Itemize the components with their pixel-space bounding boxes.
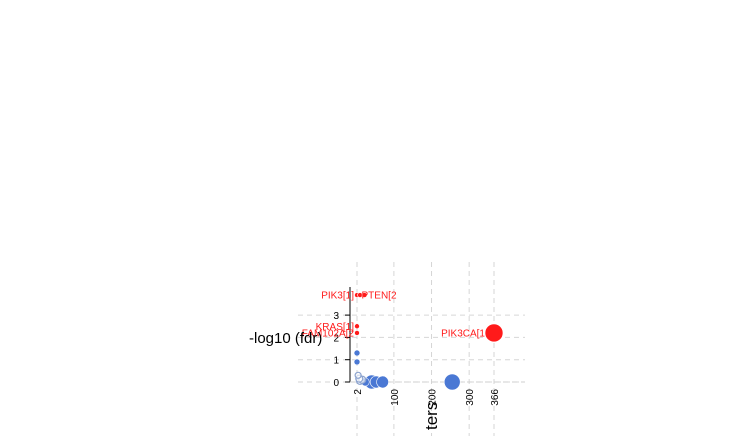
y-tick-label: 0 bbox=[333, 378, 339, 389]
x-axis-label: ters bbox=[422, 402, 441, 430]
y-axis-label: -log10 (fdr) bbox=[249, 330, 322, 347]
x-tick-label: 366 bbox=[490, 389, 501, 406]
x-tick-label: 100 bbox=[390, 389, 401, 406]
data-point bbox=[361, 292, 368, 298]
data-points bbox=[353, 292, 504, 391]
data-point bbox=[353, 349, 361, 357]
point-label: PTEN[2 bbox=[362, 291, 397, 302]
data-point bbox=[353, 358, 361, 366]
x-tick-label: 200 bbox=[428, 389, 439, 406]
data-point bbox=[376, 375, 389, 389]
x-tick-label: 300 bbox=[465, 389, 476, 406]
point-label: KRAS[1] bbox=[316, 322, 355, 333]
data-point bbox=[443, 373, 461, 391]
tick-labels: 0 1 2 3 2 100 200 300 366 bbox=[333, 311, 501, 406]
data-point bbox=[354, 330, 360, 336]
grid-lines bbox=[298, 262, 525, 436]
y-tick-label: 2 bbox=[333, 333, 339, 344]
y-tick-label: 1 bbox=[333, 356, 339, 367]
point-label: PIK3CA[1 bbox=[441, 328, 485, 339]
point-annotations: PIK3CA[1 KRAS[1]FAM102A[2 PIK3[1] PTEN[2 bbox=[302, 291, 486, 340]
data-point bbox=[354, 323, 360, 330]
point-label: FAM102A[2 bbox=[302, 328, 355, 339]
data-point bbox=[354, 371, 362, 379]
point-label: PIK3[1] bbox=[321, 291, 354, 302]
x-tick-label: 2 bbox=[353, 389, 364, 395]
y-tick-label: 3 bbox=[333, 311, 339, 322]
data-point bbox=[484, 323, 504, 343]
